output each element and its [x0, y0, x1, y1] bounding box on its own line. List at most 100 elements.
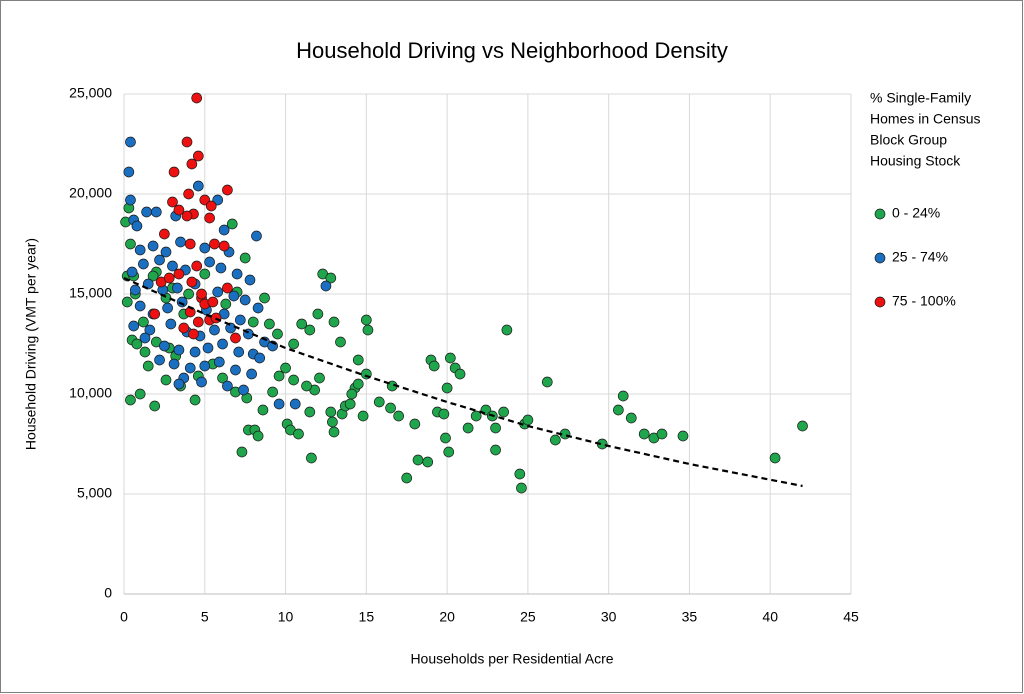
x-tick-label: 20	[439, 609, 455, 625]
scatter-point	[125, 238, 136, 250]
scatter-point	[128, 320, 140, 332]
scatter-point	[212, 286, 224, 298]
scatter-point	[173, 378, 185, 390]
scatter-point	[222, 184, 233, 196]
scatter-point	[205, 200, 217, 212]
scatter-point	[239, 252, 251, 264]
scatter-point	[252, 430, 264, 442]
scatter-point	[154, 254, 165, 266]
scatter-point	[238, 384, 249, 396]
scatter-point	[617, 390, 629, 402]
scatter-point	[257, 404, 269, 416]
scatter-point	[138, 258, 149, 270]
scatter-point	[184, 362, 196, 374]
scatter-point	[188, 328, 199, 340]
scatter-point	[516, 482, 527, 494]
scatter-point	[401, 472, 413, 484]
scatter-point	[171, 282, 183, 294]
x-tick-label: 15	[359, 609, 375, 625]
scatter-point	[514, 468, 526, 480]
scatter-point	[217, 338, 228, 350]
scatter-point	[150, 206, 162, 218]
scatter-point	[129, 284, 141, 296]
scatter-point	[125, 136, 136, 148]
scatter-point	[797, 420, 808, 432]
legend-label: 75 - 100%	[892, 293, 956, 309]
x-tick-label: 5	[201, 609, 209, 625]
scatter-point	[192, 150, 204, 162]
scatter-point	[522, 414, 534, 426]
scatter-point	[385, 402, 396, 414]
scatter-point	[360, 314, 372, 326]
scatter-point	[189, 394, 201, 406]
scatter-point	[186, 276, 198, 288]
scatter-point	[173, 344, 185, 356]
scatter-point	[191, 260, 203, 272]
scatter-point	[289, 398, 301, 410]
y-tick-label: 10,000	[69, 385, 112, 401]
scatter-point	[438, 408, 450, 420]
scatter-point	[134, 300, 146, 312]
scatter-point	[173, 204, 185, 216]
x-tick-label: 25	[520, 609, 536, 625]
scatter-point	[199, 242, 211, 254]
scatter-point	[677, 430, 689, 442]
scatter-point	[176, 296, 188, 308]
scatter-point	[656, 428, 668, 440]
scatter-point	[125, 394, 136, 406]
scatter-point	[613, 404, 624, 416]
scatter-point	[192, 316, 204, 328]
scatter-point	[230, 332, 241, 344]
scatter-point	[131, 338, 143, 350]
scatter-point	[189, 346, 201, 358]
y-axis-title: Household Driving (VMT per year)	[23, 238, 39, 450]
scatter-point	[141, 206, 152, 218]
scatter-point	[428, 360, 440, 372]
scatter-point	[357, 410, 369, 422]
legend-marker	[874, 252, 886, 264]
scatter-point	[134, 244, 146, 256]
scatter-point	[362, 324, 374, 336]
scatter-point	[175, 236, 186, 248]
scatter-point	[160, 374, 172, 386]
scatter-point	[181, 210, 193, 222]
scatter-point	[142, 360, 154, 372]
scatter-point	[186, 158, 198, 170]
scatter-point	[149, 308, 161, 320]
y-tick-label: 15,000	[69, 285, 112, 301]
scatter-point	[236, 446, 248, 458]
scatter-point	[273, 370, 285, 382]
scatter-point	[312, 308, 324, 320]
scatter-point	[139, 332, 151, 344]
scatter-point	[251, 230, 262, 242]
scatter-point	[320, 280, 332, 292]
scatter-point	[217, 372, 228, 384]
scatter-point	[412, 454, 424, 466]
scatter-point	[209, 324, 220, 336]
scatter-point	[165, 318, 177, 330]
scatter-point	[204, 212, 215, 224]
scatter-point	[288, 338, 299, 350]
scatter-point	[441, 382, 453, 394]
scatter-point	[498, 406, 510, 418]
scatter-point	[162, 302, 173, 314]
scatter-point	[470, 410, 482, 422]
scatter-point	[159, 228, 170, 240]
scatter-point	[131, 220, 143, 232]
y-tick-label: 0	[104, 585, 112, 601]
scatter-point	[490, 422, 501, 434]
scatter-point	[183, 288, 194, 300]
scatter-point	[246, 368, 257, 380]
x-axis-title: Households per Residential Acre	[410, 651, 613, 667]
scatter-point	[273, 398, 285, 410]
scatter-point	[325, 406, 337, 418]
scatter-point	[625, 412, 637, 424]
scatter-point	[204, 256, 215, 268]
scatter-point	[191, 92, 203, 104]
x-tick-label: 40	[762, 609, 778, 625]
scatter-point	[325, 272, 337, 284]
scatter-point	[267, 386, 278, 398]
scatter-point	[373, 396, 385, 408]
scatter-point	[501, 324, 513, 336]
scatter-point	[346, 388, 358, 400]
